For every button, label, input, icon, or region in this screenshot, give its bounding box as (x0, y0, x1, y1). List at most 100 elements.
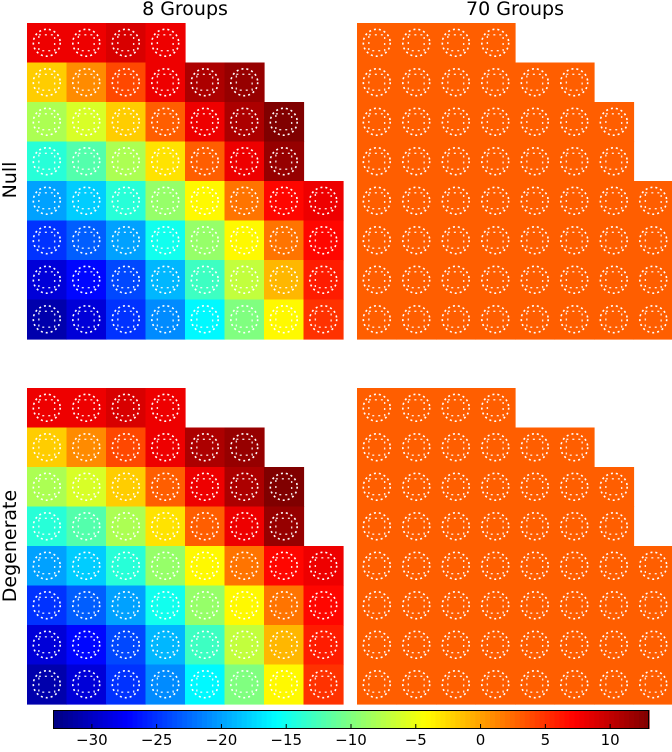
colorbar-segment (97, 710, 104, 729)
dot-ring-mark (309, 265, 338, 294)
dot-square-mark (117, 478, 135, 496)
dot-ring-mark (32, 591, 61, 620)
dot-square-mark (275, 113, 293, 131)
dot-ring-mark (402, 670, 431, 699)
colorbar-segment (514, 710, 521, 729)
dot-square-mark (486, 271, 504, 289)
dot-ring-mark (32, 393, 61, 422)
dot-ring-mark (309, 591, 338, 620)
colorbar-segment (321, 710, 327, 729)
dot-square-mark (605, 675, 623, 693)
dot-square-mark (486, 310, 504, 328)
dot-ring-mark (481, 393, 510, 422)
dot-square-mark (368, 231, 386, 249)
dot-ring-mark (151, 591, 180, 620)
colorbar-segment (246, 710, 253, 729)
dot-square-mark (407, 192, 425, 210)
dot-square-mark (447, 596, 465, 614)
dot-square-mark (77, 438, 95, 456)
colorbar-tick-label: −20 (205, 731, 238, 749)
colorbar-segment (77, 710, 84, 729)
dot-square-mark (407, 675, 425, 693)
dot-square-mark (565, 192, 583, 210)
dot-ring-mark (230, 591, 259, 620)
dot-square-mark (407, 557, 425, 575)
colorbar-segment (107, 710, 114, 729)
dot-ring-mark (402, 226, 431, 255)
colorbar-segment (644, 710, 650, 729)
dot-square-mark (407, 73, 425, 91)
dot-square-mark (314, 675, 332, 693)
dot-square-mark (368, 517, 386, 535)
dot-ring-mark (481, 265, 510, 294)
dot-square-mark (526, 152, 544, 170)
dot-square-mark (156, 34, 174, 52)
colorbar-segment (435, 710, 441, 729)
dot-square-mark (156, 596, 174, 614)
dot-square-mark (117, 399, 135, 417)
colorbar-tick-label: −15 (270, 731, 303, 749)
colorbar-segment (564, 710, 571, 729)
dot-ring-mark (72, 393, 101, 422)
dot-ring-mark (32, 630, 61, 659)
dot-square-mark (526, 192, 544, 210)
dot-square-mark (156, 438, 174, 456)
dot-ring-mark (599, 265, 628, 294)
dot-square-mark (526, 310, 544, 328)
dot-square-mark (196, 438, 214, 456)
dot-ring-mark (362, 472, 391, 501)
dot-square-mark (196, 517, 214, 535)
colorbar-segment (524, 710, 531, 729)
dot-square-mark (407, 478, 425, 496)
colorbar-segment (504, 710, 511, 729)
dot-square-mark (38, 310, 56, 328)
dot-ring-mark (309, 226, 338, 255)
dot-square-mark (486, 399, 504, 417)
dot-ring-mark (190, 433, 219, 462)
dot-ring-mark (111, 265, 140, 294)
dot-square-mark (605, 310, 623, 328)
dot-ring-mark (72, 107, 101, 136)
dot-ring-mark (151, 147, 180, 176)
dot-ring-mark (230, 68, 259, 97)
dot-square-mark (407, 271, 425, 289)
dot-square-mark (77, 231, 95, 249)
colorbar-segment (261, 710, 268, 729)
dot-square-mark (605, 636, 623, 654)
dot-ring-mark (362, 591, 391, 620)
dot-ring-mark (269, 265, 298, 294)
dot-square-mark (447, 310, 465, 328)
colorbar-segment (534, 710, 541, 729)
colorbar-segment (629, 710, 635, 729)
dot-ring-mark (481, 107, 510, 136)
colorbar-segment (519, 710, 526, 729)
dot-ring-mark (362, 147, 391, 176)
colorbar-segment (400, 710, 407, 729)
colorbar-segment (157, 710, 163, 729)
colorbar-segment (311, 710, 317, 729)
colorbar-segment (480, 710, 486, 729)
dot-ring-mark (32, 265, 61, 294)
dot-ring-mark (481, 433, 510, 462)
dot-ring-mark (402, 630, 431, 659)
colorbar-segment (509, 710, 516, 729)
dot-ring-mark (639, 186, 668, 215)
dot-square-mark (196, 152, 214, 170)
dot-ring-mark (362, 393, 391, 422)
dot-ring-mark (362, 551, 391, 580)
dot-ring-mark (441, 433, 470, 462)
dot-square-mark (605, 192, 623, 210)
dot-square-mark (565, 271, 583, 289)
dot-ring-mark (520, 265, 549, 294)
dot-ring-mark (269, 305, 298, 334)
dot-square-mark (526, 113, 544, 131)
colorbar-tick-label: 0 (475, 731, 486, 749)
dot-square-mark (117, 73, 135, 91)
dot-square-mark (368, 152, 386, 170)
colorbar-segment (450, 710, 456, 729)
dot-square-mark (156, 636, 174, 654)
dot-square-mark (38, 73, 56, 91)
colorbar-segment (72, 710, 79, 729)
dot-ring-mark (481, 670, 510, 699)
heatmap-panel-null-70-groups (357, 23, 672, 340)
